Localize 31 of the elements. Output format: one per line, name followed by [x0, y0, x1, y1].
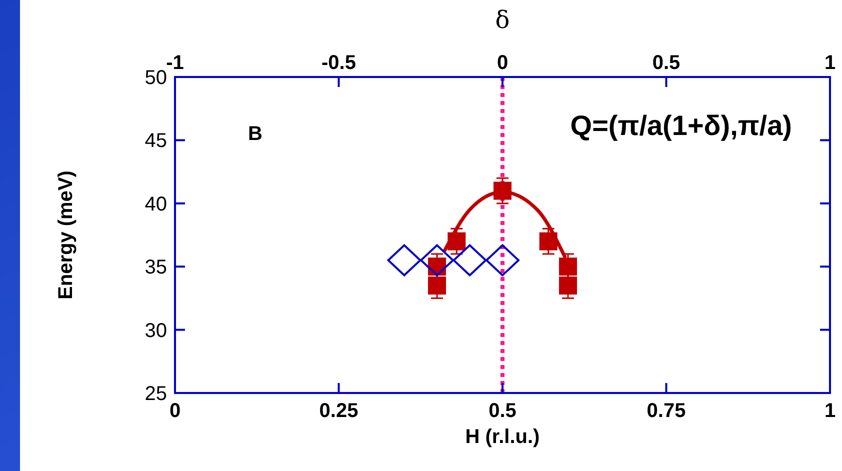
y-axis-title: Energy (meV) — [55, 170, 77, 300]
x2-tick-label: 0.5 — [652, 52, 680, 74]
point — [486, 244, 520, 276]
x-tick-label: 0.25 — [319, 400, 358, 422]
x-tick-label: 0.75 — [646, 400, 686, 422]
point — [452, 244, 487, 276]
annotation: Q=(π/a(1+δ),π/a) — [570, 110, 792, 141]
y-tick-label: 30 — [144, 320, 167, 342]
point — [428, 276, 446, 295]
x-tick-label: 1 — [824, 400, 836, 422]
point — [420, 244, 454, 276]
x-axis-title: H (r.l.u.) — [465, 426, 540, 448]
point — [559, 276, 577, 295]
point — [539, 232, 558, 250]
y-tick-label: 25 — [144, 383, 167, 405]
point — [387, 244, 422, 276]
x2-axis-title: δ — [495, 6, 510, 34]
y-tick-label: 50 — [144, 67, 167, 89]
point — [559, 258, 577, 276]
x2-tick-label: -0.5 — [322, 52, 356, 74]
x-tick-label: 0.5 — [488, 400, 516, 422]
x-tick-label: 0 — [169, 400, 181, 422]
x2-tick-label: 1 — [824, 52, 836, 74]
x2-tick-label: 0 — [496, 52, 508, 74]
y-tick-label: 35 — [144, 256, 167, 279]
annotation: B — [248, 123, 262, 145]
point — [494, 182, 512, 200]
x2-tick-label: -1 — [166, 52, 184, 74]
point — [448, 232, 466, 250]
y-tick-label: 45 — [144, 130, 167, 152]
y-tick-label: 40 — [144, 193, 167, 216]
